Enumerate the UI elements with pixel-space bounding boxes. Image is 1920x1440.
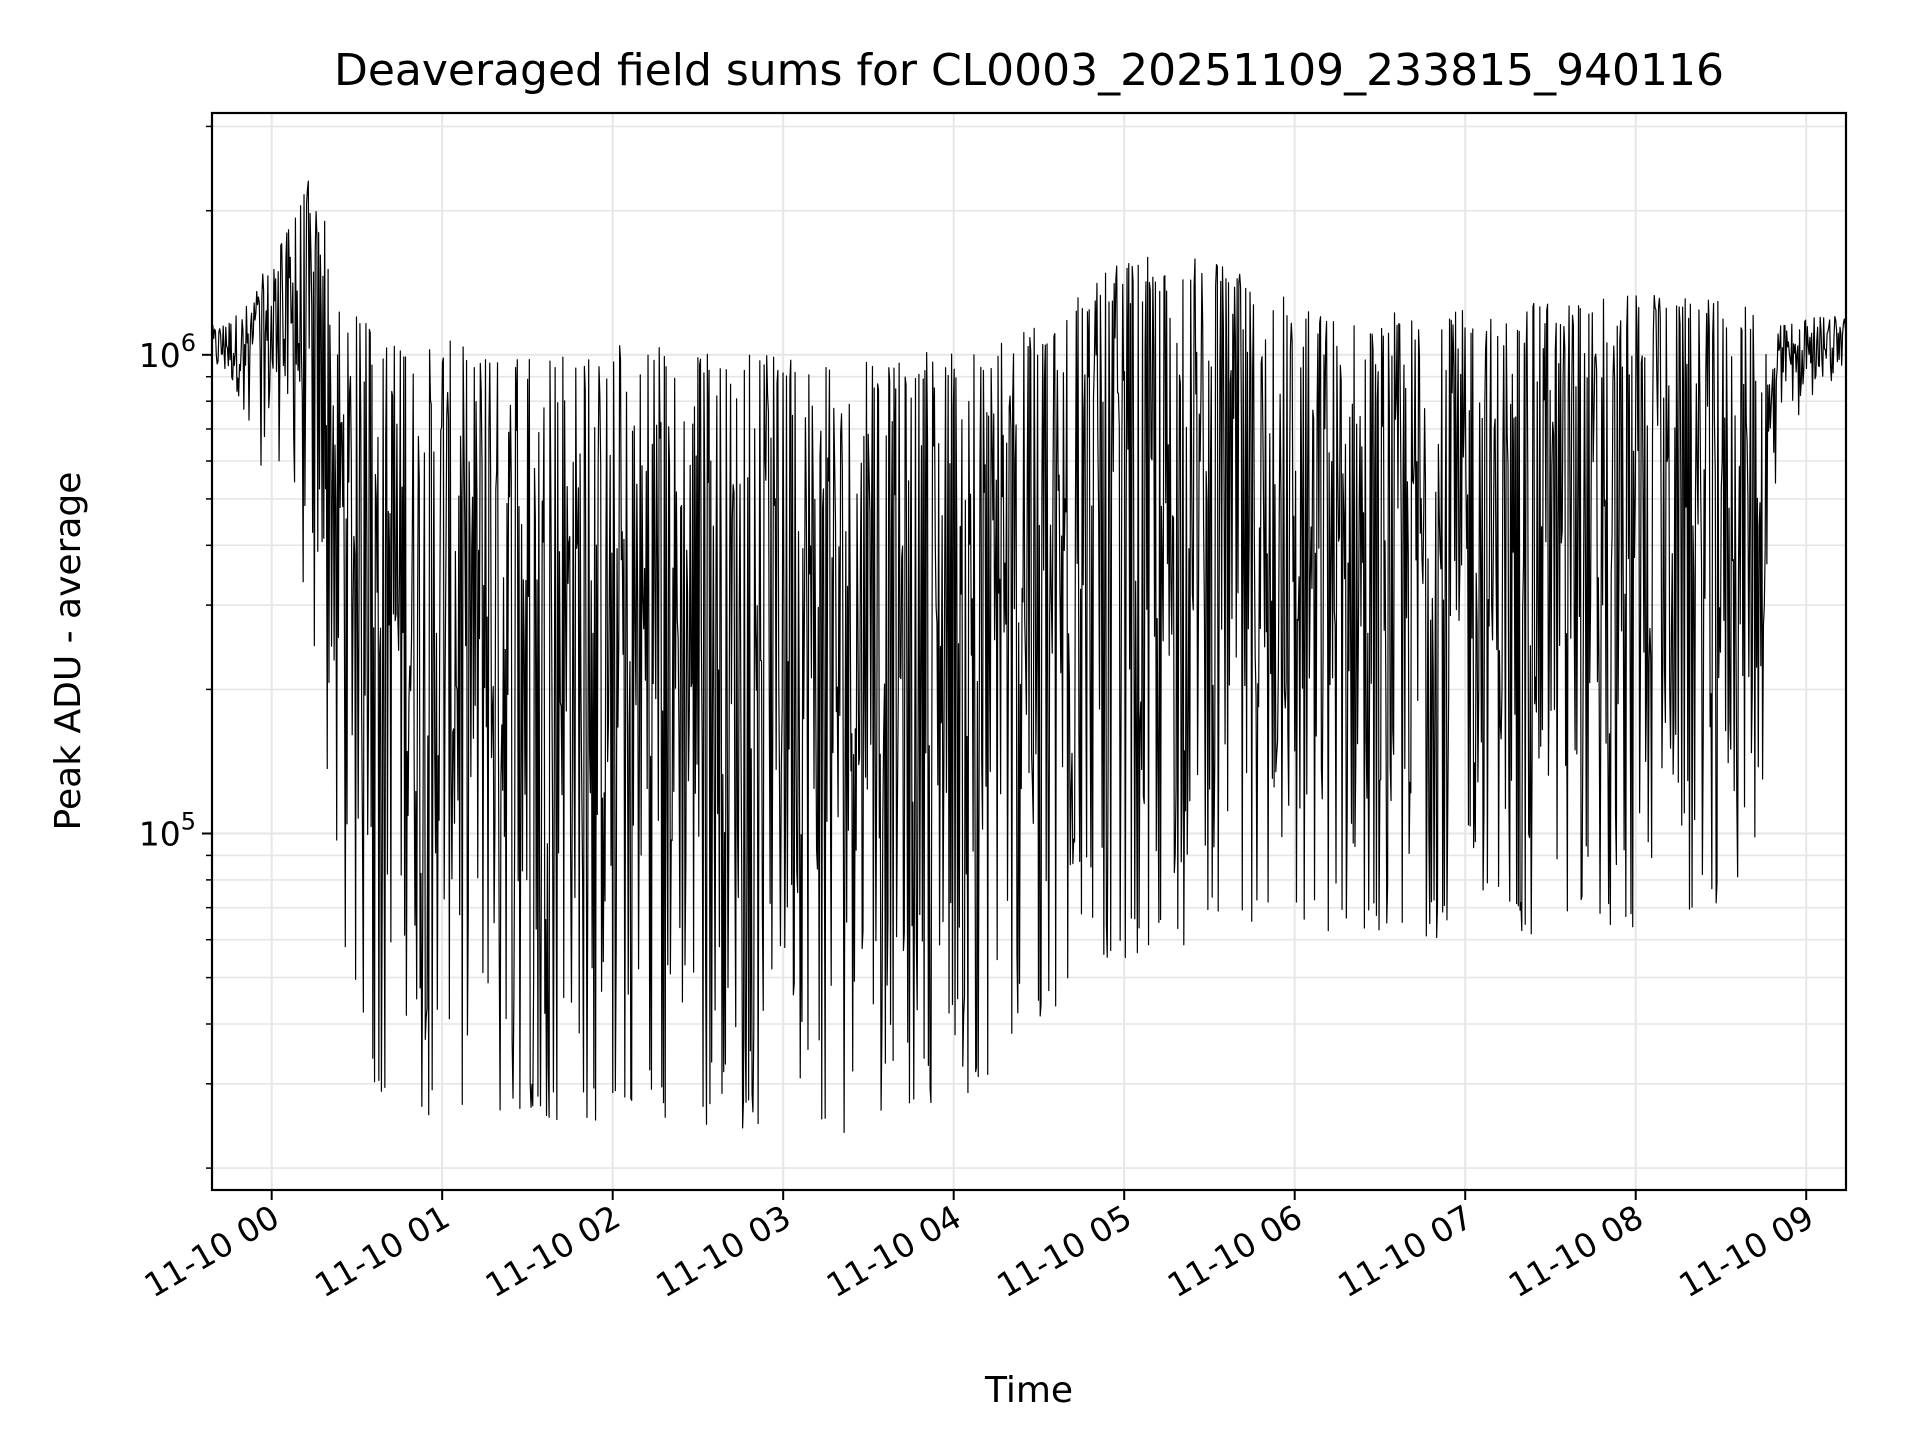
- y-axis: 105 106: [139, 125, 212, 1169]
- plot-frame: [210, 111, 1848, 1192]
- series-trace: [212, 180, 1846, 1133]
- y-tick-label: 105: [139, 808, 196, 854]
- series-line: [212, 180, 1846, 1133]
- chart-title: Deaveraged field sums for CL0003_2025110…: [334, 45, 1724, 96]
- y-tick-label: 106: [139, 329, 196, 375]
- y-axis-label: Peak ADU - average: [48, 472, 89, 831]
- x-axis-label: Time: [984, 1370, 1073, 1411]
